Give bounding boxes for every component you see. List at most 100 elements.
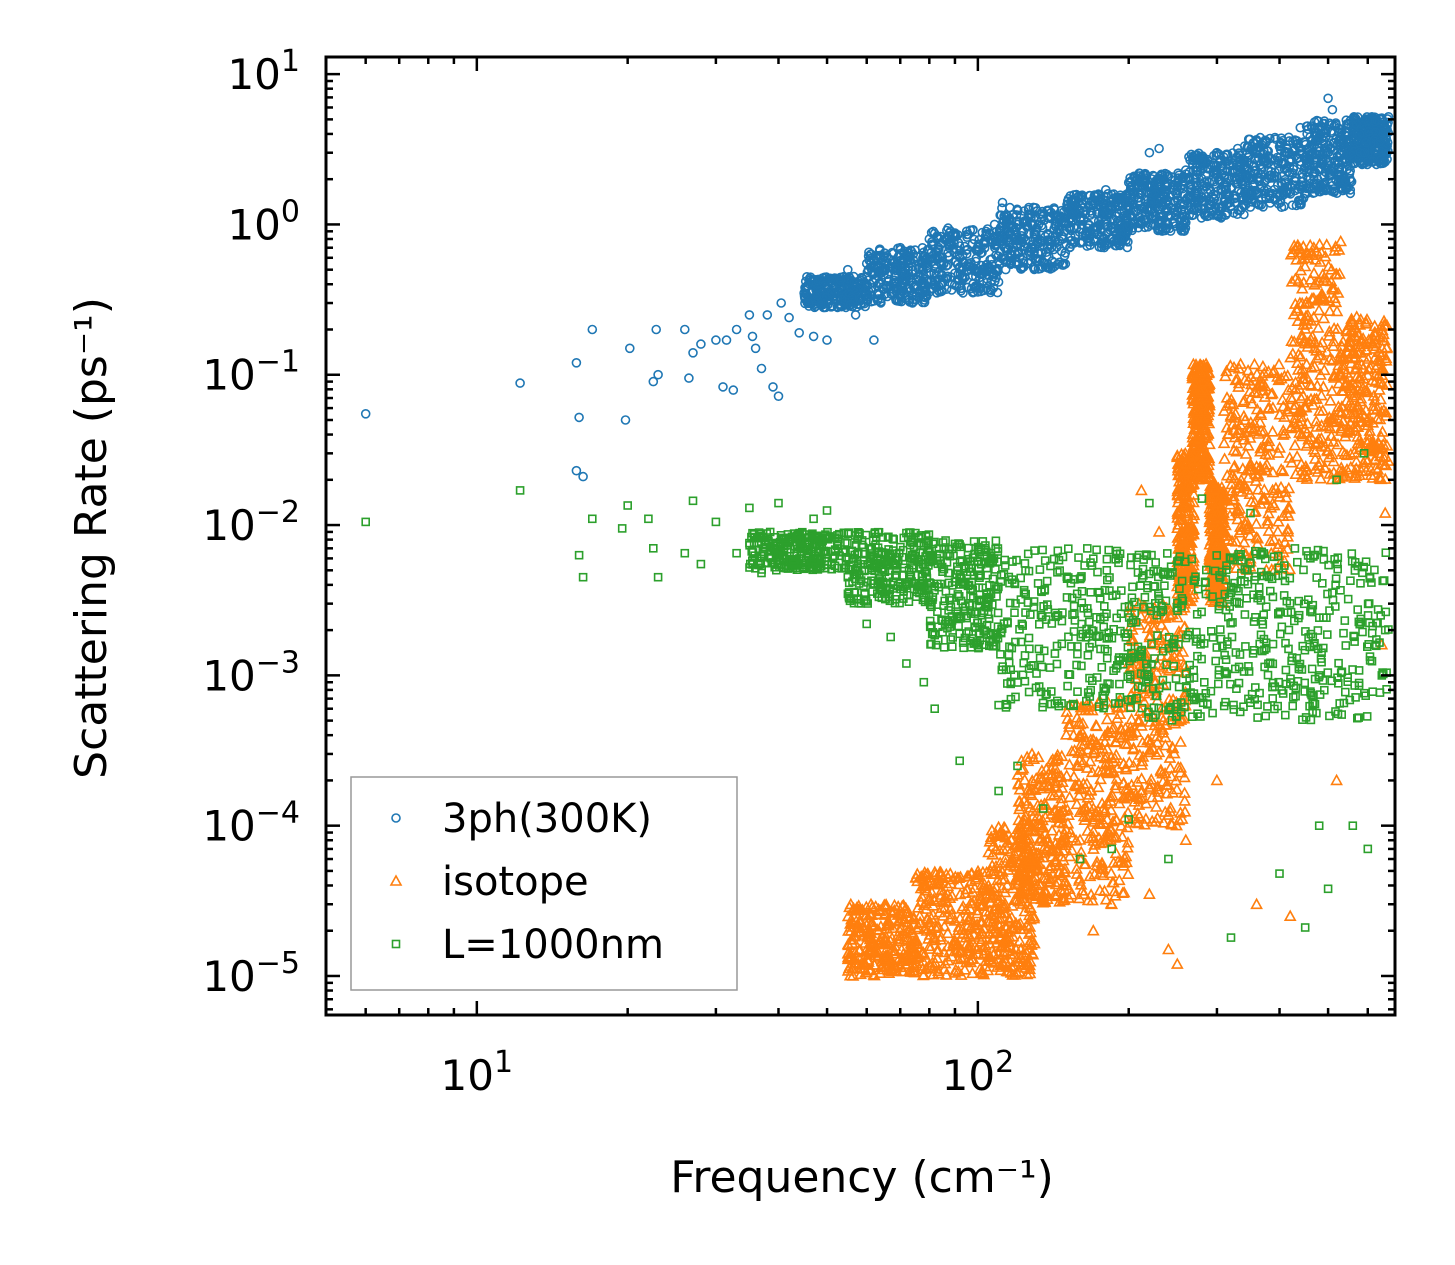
data-point xyxy=(679,324,690,335)
data-point xyxy=(967,225,978,236)
data-point xyxy=(1036,220,1047,231)
data-point xyxy=(624,343,635,354)
data-point xyxy=(938,259,949,269)
data-point xyxy=(903,284,914,295)
data-point xyxy=(946,272,956,282)
data-point xyxy=(750,343,761,354)
data-point xyxy=(997,197,1008,208)
data-point xyxy=(890,263,900,274)
data-point xyxy=(1093,229,1103,239)
data-point xyxy=(762,310,773,320)
data-point xyxy=(1129,202,1139,212)
data-point xyxy=(696,339,706,349)
data-point xyxy=(1102,215,1112,225)
data-point xyxy=(1163,761,1177,773)
data-point xyxy=(1144,147,1155,158)
data-point xyxy=(1089,190,1100,200)
data-point xyxy=(934,233,944,243)
data-point xyxy=(620,415,631,425)
data-point xyxy=(946,235,956,246)
data-point xyxy=(773,391,784,402)
data-point xyxy=(844,287,854,298)
data-point xyxy=(954,280,965,291)
data-point xyxy=(1076,213,1086,223)
data-point xyxy=(962,244,973,255)
data-point xyxy=(876,261,886,272)
data-point xyxy=(1011,240,1022,250)
data-point xyxy=(816,300,827,311)
data-point xyxy=(1027,244,1038,254)
data-point xyxy=(1029,229,1040,240)
data-point xyxy=(986,285,997,296)
data-point xyxy=(1030,234,1040,244)
data-point xyxy=(1035,209,1045,220)
data-point xyxy=(802,271,812,282)
data-point xyxy=(950,256,960,267)
data-point xyxy=(1011,210,1022,220)
data-point xyxy=(954,263,965,274)
data-point xyxy=(1114,239,1124,250)
data-point xyxy=(935,279,946,290)
data-point xyxy=(688,347,698,358)
data-point xyxy=(832,302,843,313)
data-point xyxy=(1083,219,1094,229)
data-point xyxy=(906,275,916,285)
data-point xyxy=(901,252,912,263)
data-point xyxy=(873,288,883,299)
data-point xyxy=(885,254,896,265)
data-point xyxy=(1097,237,1108,247)
data-point xyxy=(1001,223,1012,233)
data-point xyxy=(990,265,1001,276)
data-point xyxy=(1115,215,1125,226)
data-point xyxy=(932,254,942,265)
data-point xyxy=(1154,143,1164,154)
data-point xyxy=(879,269,889,280)
data-point xyxy=(1046,236,1056,246)
data-point xyxy=(846,292,857,303)
data-point xyxy=(1024,202,1034,213)
data-point xyxy=(931,287,942,298)
data-point xyxy=(1065,222,1075,232)
data-point xyxy=(653,369,663,380)
data-point xyxy=(1004,226,1014,236)
data-point xyxy=(890,293,901,304)
data-point xyxy=(897,286,908,297)
data-point xyxy=(731,324,742,335)
data-point xyxy=(515,378,525,388)
data-point xyxy=(1019,217,1029,228)
data-point xyxy=(976,260,987,271)
data-point xyxy=(1077,219,1087,230)
data-point xyxy=(1115,192,1125,203)
data-point xyxy=(744,310,755,320)
data-point xyxy=(894,275,905,286)
data-point xyxy=(1049,233,1060,243)
data-point xyxy=(1011,259,1022,269)
data-point xyxy=(1085,210,1096,220)
data-point xyxy=(756,363,767,374)
data-point xyxy=(933,244,944,255)
data-point xyxy=(651,324,662,335)
data-point xyxy=(571,465,582,476)
data-point xyxy=(958,288,968,298)
data-point xyxy=(812,290,822,301)
data-point xyxy=(1104,205,1114,216)
data-point xyxy=(813,289,823,300)
data-point xyxy=(784,312,794,323)
data-point xyxy=(993,277,1004,287)
data-point xyxy=(850,310,861,320)
data-point xyxy=(943,247,953,258)
data-point xyxy=(963,261,974,272)
data-point xyxy=(949,280,960,290)
data-layer xyxy=(360,93,1395,981)
data-point xyxy=(574,412,584,423)
data-point xyxy=(1069,209,1079,219)
data-point xyxy=(943,251,954,262)
data-point xyxy=(995,210,1006,220)
data-point xyxy=(360,408,371,419)
data-point xyxy=(1008,209,1019,220)
data-point xyxy=(1029,250,1039,261)
data-point xyxy=(1101,219,1112,229)
data-point xyxy=(818,278,829,288)
data-point xyxy=(856,272,867,283)
data-point xyxy=(903,295,914,305)
